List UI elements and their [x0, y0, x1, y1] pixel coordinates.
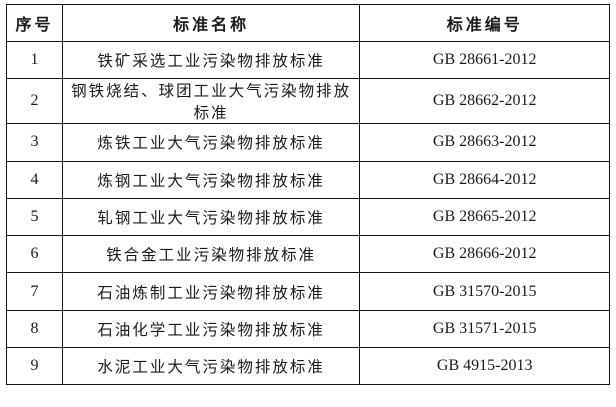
standard-code: GB 28666-2012 [359, 235, 610, 274]
table-header-row: 序号 标准名称 标准编号 [6, 4, 610, 42]
standard-name: 水泥工业大气污染物排放标准 [61, 347, 361, 386]
table-row: 6 铁合金工业污染物排放标准 GB 28666-2012 [6, 235, 610, 274]
header-number: 序号 [6, 4, 63, 42]
row-number: 3 [6, 123, 63, 162]
table-row: 3 炼铁工业大气污染物排放标准 GB 28663-2012 [6, 123, 610, 162]
standard-code: GB 28661-2012 [359, 40, 610, 80]
standard-name: 铁矿采选工业污染物排放标准 [61, 40, 361, 80]
header-standard-name: 标准名称 [61, 4, 361, 42]
standard-code: GB 4915-2013 [359, 347, 610, 386]
standard-code: GB 28665-2012 [359, 197, 610, 237]
standard-name: 炼铁工业大气污染物排放标准 [61, 123, 361, 162]
row-number: 4 [6, 160, 63, 199]
standard-name: 石油化学工业污染物排放标准 [61, 309, 361, 349]
standard-name: 铁合金工业污染物排放标准 [61, 235, 361, 274]
table-row: 5 轧钢工业大气污染物排放标准 GB 28665-2012 [6, 197, 610, 237]
standard-name: 钢铁烧结、球团工业大气污染物排放标准 [61, 78, 361, 125]
row-number: 6 [6, 235, 63, 274]
table-row: 7 石油炼制工业污染物排放标准 GB 31570-2015 [6, 272, 610, 311]
standard-code: GB 28662-2012 [359, 78, 610, 125]
row-number: 1 [6, 40, 63, 80]
row-number: 2 [6, 78, 63, 125]
table-row: 2 钢铁烧结、球团工业大气污染物排放标准 GB 28662-2012 [6, 78, 610, 125]
standard-code: GB 28663-2012 [359, 123, 610, 162]
standard-code: GB 28664-2012 [359, 160, 610, 199]
row-number: 8 [6, 309, 63, 349]
row-number: 9 [6, 347, 63, 386]
standards-table: 序号 标准名称 标准编号 1 铁矿采选工业污染物排放标准 GB 28661-2012… [6, 4, 610, 386]
row-number: 5 [6, 197, 63, 237]
header-standard-code: 标准编号 [359, 4, 610, 42]
standard-code: GB 31571-2015 [359, 309, 610, 349]
table-row: 4 炼钢工业大气污染物排放标准 GB 28664-2012 [6, 160, 610, 199]
table-row: 9 水泥工业大气污染物排放标准 GB 4915-2013 [6, 347, 610, 386]
standard-name: 石油炼制工业污染物排放标准 [61, 272, 361, 311]
table-row: 1 铁矿采选工业污染物排放标准 GB 28661-2012 [6, 40, 610, 80]
table-row: 8 石油化学工业污染物排放标准 GB 31571-2015 [6, 309, 610, 349]
row-number: 7 [6, 272, 63, 311]
standard-code: GB 31570-2015 [359, 272, 610, 311]
standard-name: 轧钢工业大气污染物排放标准 [61, 197, 361, 237]
standard-name: 炼钢工业大气污染物排放标准 [61, 160, 361, 199]
